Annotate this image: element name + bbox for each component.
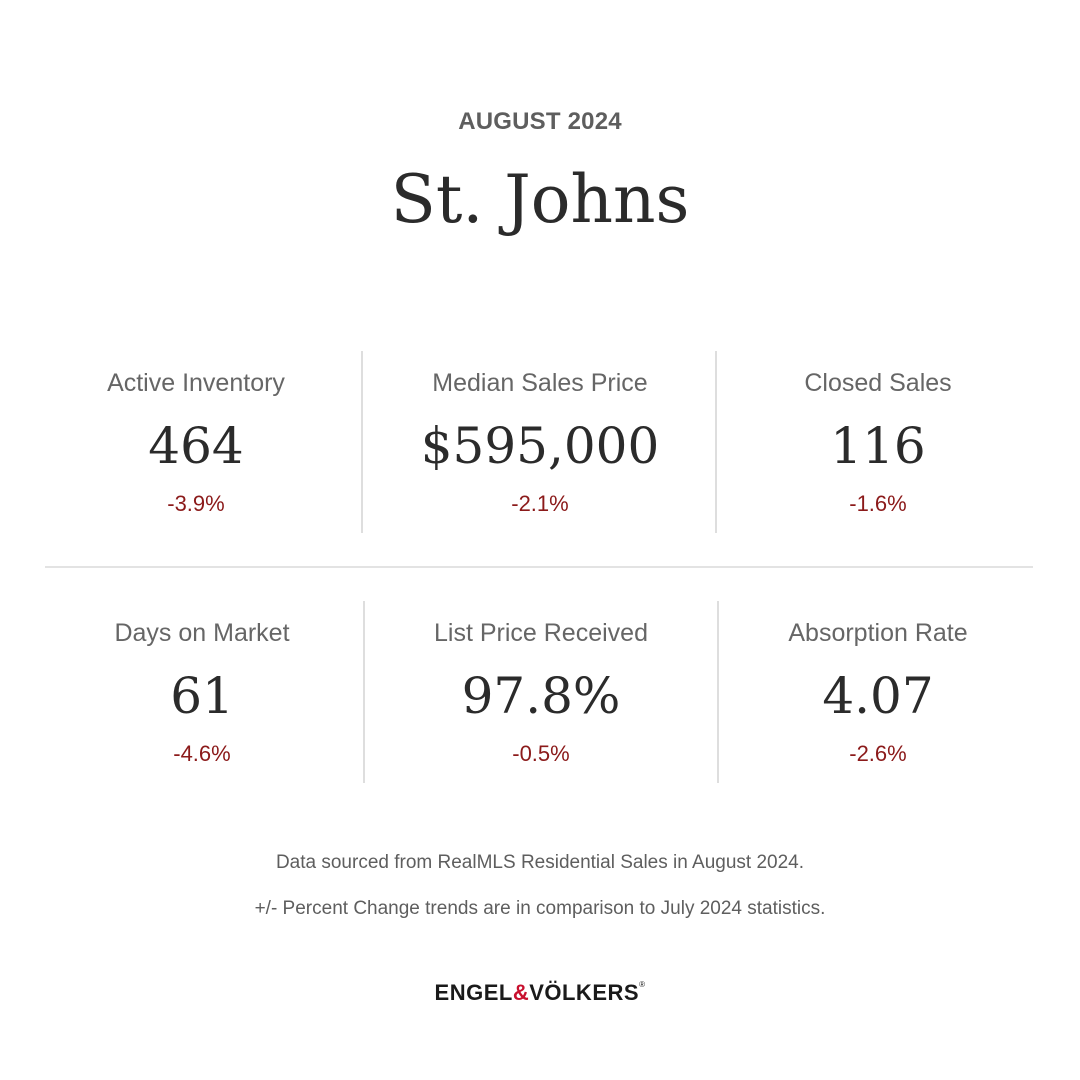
brand-name-left: ENGEL xyxy=(434,980,513,1005)
stat-label: Days on Market xyxy=(114,619,290,647)
stat-value: 61 xyxy=(170,667,234,725)
stat-value: 116 xyxy=(830,417,926,475)
brand-name-right: VÖLKERS xyxy=(529,980,640,1005)
stat-change: -2.1% xyxy=(511,491,569,516)
stat-absorption-rate: Absorption Rate 4.07 -2.6% xyxy=(719,601,1037,783)
stats-row-top: Active Inventory 464 -3.9% Median Sales … xyxy=(30,351,1050,533)
stat-label: Active Inventory xyxy=(107,369,285,397)
stats-row-bottom: Days on Market 61 -4.6% List Price Recei… xyxy=(30,601,1050,783)
registered-mark: ® xyxy=(639,980,646,989)
stat-median-sales-price: Median Sales Price $595,000 -2.1% xyxy=(363,351,717,533)
brand-logo: ENGEL&VÖLKERS® xyxy=(0,980,1080,1006)
brand-ampersand: & xyxy=(512,980,530,1005)
stat-change: -1.6% xyxy=(849,491,907,516)
stat-label: Closed Sales xyxy=(804,369,952,397)
column-divider xyxy=(715,351,717,533)
stat-change: -4.6% xyxy=(173,741,231,766)
stat-change: -2.6% xyxy=(849,741,907,766)
stat-label: Absorption Rate xyxy=(788,619,968,647)
stat-change: -0.5% xyxy=(512,741,570,766)
row-divider xyxy=(45,566,1033,568)
stat-active-inventory: Active Inventory 464 -3.9% xyxy=(30,351,362,533)
stat-value: 464 xyxy=(148,417,244,475)
stat-closed-sales: Closed Sales 116 -1.6% xyxy=(717,351,1039,533)
trend-note: +/- Percent Change trends are in compari… xyxy=(254,898,826,919)
stat-value: $595,000 xyxy=(420,417,660,475)
stat-days-on-market: Days on Market 61 -4.6% xyxy=(30,601,374,783)
stat-change: -3.9% xyxy=(167,491,225,516)
stat-label: Median Sales Price xyxy=(432,369,648,397)
stat-label: List Price Received xyxy=(434,619,648,647)
column-divider xyxy=(361,351,363,533)
stat-list-price-received: List Price Received 97.8% -0.5% xyxy=(365,601,717,783)
column-divider xyxy=(363,601,365,783)
report-period: AUGUST 2024 xyxy=(458,108,622,135)
stat-value: 97.8% xyxy=(461,667,621,725)
stat-value: 4.07 xyxy=(822,667,934,725)
column-divider xyxy=(717,601,719,783)
page-title: St. Johns xyxy=(390,161,690,238)
source-note: Data sourced from RealMLS Residential Sa… xyxy=(275,852,805,873)
